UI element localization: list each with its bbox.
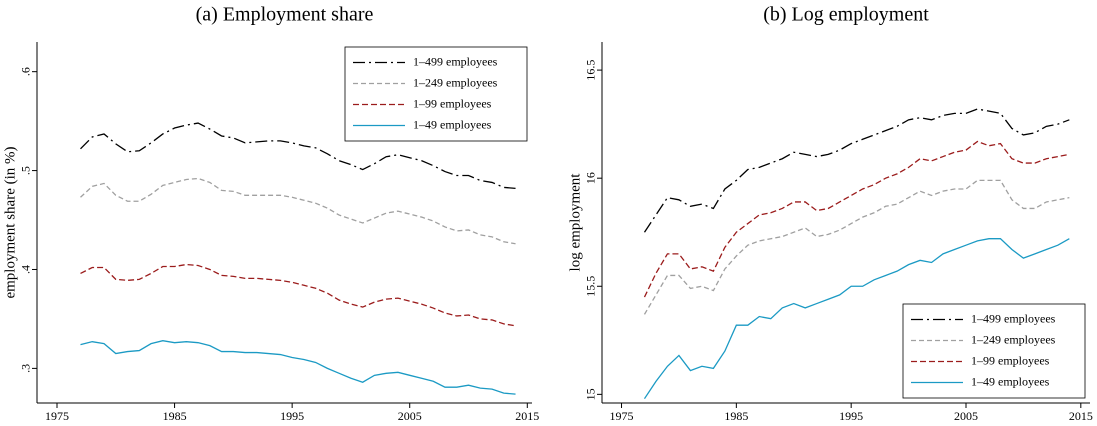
series-line — [80, 263, 516, 327]
y-tick-label: .5 — [19, 166, 33, 175]
y-tick-label: .3 — [19, 364, 33, 373]
legend-label: 1–49 employees — [413, 117, 492, 131]
x-tick-label: 2015 — [1069, 409, 1093, 423]
x-tick-label: 2015 — [515, 409, 539, 423]
x-tick-label: 2005 — [954, 409, 978, 423]
series-line — [80, 122, 516, 190]
x-tick-label: 1985 — [163, 409, 187, 423]
legend-label: 1–499 employees — [413, 54, 498, 68]
x-tick-label: 1975 — [610, 409, 634, 423]
chart-title: (a) Employment share — [196, 4, 374, 26]
legend-label: 1–249 employees — [413, 75, 498, 89]
legend-label: 1–99 employees — [413, 96, 492, 110]
y-tick-label: .4 — [19, 265, 33, 274]
legend-label: 1–499 employees — [971, 311, 1056, 325]
x-tick-label: 1975 — [45, 409, 69, 423]
y-axis-label: log employment — [567, 173, 583, 272]
y-tick-label: 16.5 — [584, 60, 598, 81]
legend-label: 1–249 employees — [971, 332, 1056, 346]
series-line — [80, 340, 516, 395]
y-tick-label: 15 — [584, 388, 598, 400]
y-axis-label: employment share (in %) — [2, 146, 18, 298]
x-tick-label: 2005 — [398, 409, 422, 423]
y-tick-label: 15.5 — [584, 276, 598, 297]
x-tick-label: 1995 — [280, 409, 304, 423]
x-tick-label: 1985 — [724, 409, 748, 423]
series-line — [643, 108, 1070, 233]
series-line — [643, 179, 1070, 315]
y-tick-label: 16 — [584, 172, 598, 184]
legend-label: 1–99 employees — [971, 353, 1050, 367]
series-line — [643, 140, 1070, 298]
legend-label: 1–49 employees — [971, 374, 1050, 388]
x-tick-label: 1995 — [839, 409, 863, 423]
chart-title: (b) Log employment — [763, 4, 929, 26]
series-line — [80, 177, 516, 245]
y-tick-label: .6 — [19, 67, 33, 76]
series-line — [643, 238, 1070, 400]
